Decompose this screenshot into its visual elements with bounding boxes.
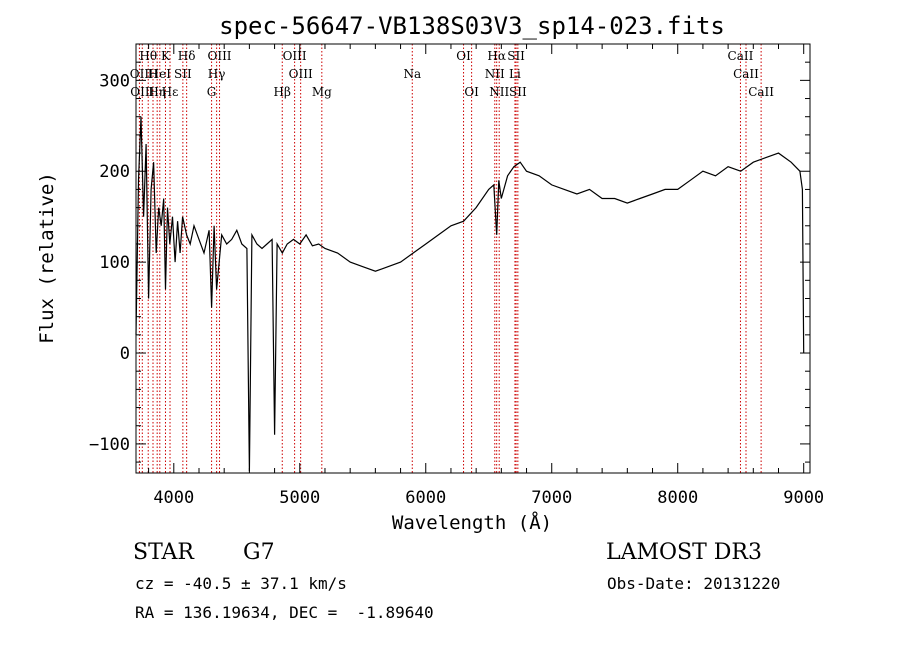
y-tick-label: −100 [89,435,130,455]
line-marker-label: Hθ [139,49,157,63]
y-axis-label: Flux (relative) [36,172,58,344]
y-axis-ticks: −100 0 100 200 300 [89,43,810,463]
object-subclass: G7 [243,540,275,565]
line-marker-label: Hδ [178,49,196,63]
line-marker-label: CaII [748,85,774,99]
x-axis-ticks: 4000 5000 6000 7000 8000 9000 [148,44,824,508]
line-marker-label: K [161,49,171,63]
line-marker-label: H [148,67,158,81]
plot-frame [135,43,811,474]
line-markers [138,44,762,473]
line-marker-label: CaII [728,49,754,63]
line-marker-label: SII [174,67,192,81]
line-marker-label: HeI [149,67,172,81]
line-marker-label: NII [485,67,505,81]
obs-date: Obs-Date: 20131220 [607,574,781,593]
x-tick-label: 5000 [279,488,320,508]
line-marker-label: OII [130,67,150,81]
line-marker-label: Hε [162,85,179,99]
redshift-text: cz = -40.5 ± 37.1 km/s [135,574,347,593]
line-marker-label: OI [464,85,479,99]
line-marker-label: CaII [733,67,759,81]
chart-title: spec-56647-VB138S03V3_sp14-023.fits [219,12,725,40]
line-marker-label: Hα [487,49,506,63]
line-marker-label: SII [507,49,525,63]
y-tick-label: 200 [99,162,130,182]
x-tick-label: 4000 [153,488,194,508]
object-class: STAR [133,540,194,565]
line-marker-label: Hη [148,85,166,99]
line-marker-label: Hβ [274,85,291,99]
y-tick-label: 0 [120,344,130,364]
survey-name: LAMOST DR3 [606,540,762,565]
line-marker-label: Li [509,67,521,81]
y-tick-label: 100 [99,253,130,273]
spectrum-line [135,116,805,472]
line-marker-label: OIII [283,49,307,63]
coordinates: RA = 136.19634, DEC = -1.89640 [135,603,434,622]
line-marker-label: Mg [312,85,332,99]
x-tick-label: 6000 [405,488,446,508]
x-tick-label: 7000 [531,488,572,508]
line-marker-label: NII [489,85,509,99]
line-marker-label: SII [509,85,527,99]
x-tick-label: 9000 [783,488,824,508]
y-tick-label: 300 [99,71,130,91]
x-axis-label: Wavelength (Å) [392,511,552,534]
line-marker-label: Hγ [208,67,226,81]
line-marker-label: Na [403,67,421,81]
line-marker-label: OIII [207,49,231,63]
line-marker-label: G [207,85,217,99]
x-tick-label: 8000 [657,488,698,508]
line-marker-label: OI [456,49,471,63]
line-marker-label: OIII [289,67,313,81]
